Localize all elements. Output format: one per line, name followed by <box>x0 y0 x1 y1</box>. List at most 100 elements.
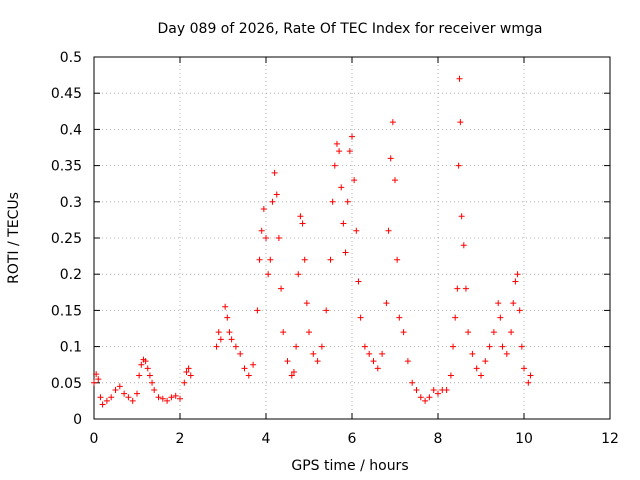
data-point <box>271 169 278 176</box>
data-point <box>297 213 304 220</box>
data-point <box>417 394 424 401</box>
data-point <box>258 227 265 234</box>
data-point <box>142 358 149 365</box>
y-tick-label: 0 <box>73 412 82 428</box>
data-point <box>181 379 188 386</box>
y-tick-label: 0.4 <box>60 122 82 138</box>
data-point <box>213 343 220 350</box>
data-point <box>299 220 306 227</box>
data-point <box>366 350 373 357</box>
data-point <box>306 329 312 336</box>
data-point <box>144 365 151 372</box>
data-point <box>183 368 190 375</box>
plot-frame <box>93 56 611 420</box>
data-point <box>469 350 476 357</box>
data-point <box>374 365 381 372</box>
data-point <box>164 397 171 404</box>
data-point <box>389 119 396 126</box>
data-point <box>379 350 386 357</box>
data-point <box>450 343 457 350</box>
data-point <box>385 227 392 234</box>
data-point <box>217 336 224 343</box>
data-point <box>383 300 390 307</box>
data-point <box>346 148 353 155</box>
x-tick-label: 12 <box>601 431 619 447</box>
y-axis-label: ROTI / TECUs <box>6 192 22 284</box>
data-point <box>495 300 502 307</box>
data-point <box>508 329 515 336</box>
data-point <box>510 300 517 307</box>
data-point <box>112 387 119 394</box>
data-point <box>129 397 136 404</box>
data-point <box>327 256 334 263</box>
data-point <box>155 394 162 401</box>
x-tick-label: 2 <box>176 431 185 447</box>
data-point <box>462 285 469 292</box>
data-point <box>121 390 128 397</box>
y-tick-label: 0.45 <box>51 86 82 102</box>
data-point <box>454 285 461 292</box>
data-point <box>370 358 377 365</box>
data-point <box>278 285 285 292</box>
data-point <box>301 256 308 263</box>
data-point <box>245 372 252 379</box>
data-point <box>331 162 338 169</box>
data-point <box>329 198 336 205</box>
y-tick-label: 0.5 <box>60 50 82 66</box>
data-point <box>116 383 123 390</box>
data-point <box>355 278 362 285</box>
data-point <box>460 242 467 249</box>
data-point <box>295 271 302 278</box>
data-point <box>518 343 525 350</box>
data-point <box>134 390 140 397</box>
data-point <box>333 140 340 147</box>
data-point <box>396 314 403 321</box>
data-point <box>413 387 420 394</box>
data-point <box>256 256 263 263</box>
data-point <box>409 379 416 386</box>
x-tick-labels: 0 2 4 6 8 10 12 <box>90 431 619 447</box>
data-point <box>452 314 459 321</box>
data-point <box>323 307 330 314</box>
data-point <box>443 387 450 394</box>
data-point <box>344 198 351 205</box>
y-tick-label: 0.05 <box>51 376 82 392</box>
data-point <box>490 329 497 336</box>
data-point <box>237 350 244 357</box>
data-point <box>435 390 441 397</box>
data-point <box>521 365 527 372</box>
x-tick-label: 6 <box>348 431 357 447</box>
data-point <box>232 343 239 350</box>
data-point <box>338 184 345 191</box>
y-tick-label: 0.25 <box>51 231 82 247</box>
data-point <box>265 271 272 278</box>
y-tick-label: 0.15 <box>51 303 82 319</box>
x-tick-label: 10 <box>515 431 533 447</box>
data-point <box>93 371 100 378</box>
grid-lines <box>94 57 610 419</box>
data-point <box>250 361 257 368</box>
data-point <box>342 249 349 256</box>
data-point <box>222 303 229 310</box>
data-point <box>224 314 231 321</box>
data-point <box>108 394 115 401</box>
data-point <box>457 119 464 126</box>
data-point <box>473 365 480 372</box>
data-point <box>482 358 489 365</box>
data-point <box>310 350 317 357</box>
data-point <box>284 358 291 365</box>
data-point <box>392 177 398 184</box>
data-point <box>91 379 97 386</box>
data-point <box>336 148 343 155</box>
chart-title: Day 089 of 2026, Rate Of TEC Index for r… <box>158 21 543 37</box>
x-tick-label: 4 <box>262 431 271 447</box>
data-point <box>125 394 132 401</box>
data-point <box>499 343 506 350</box>
data-point <box>486 343 493 350</box>
data-point <box>254 307 261 314</box>
data-point <box>497 314 504 321</box>
data-point <box>400 329 407 336</box>
y-tick-label: 0.1 <box>60 340 82 356</box>
data-point <box>159 395 166 402</box>
y-tick-labels: 0 0.05 0.1 0.15 0.2 0.25 0.3 0.35 0.4 0.45 0.5 <box>51 50 82 428</box>
